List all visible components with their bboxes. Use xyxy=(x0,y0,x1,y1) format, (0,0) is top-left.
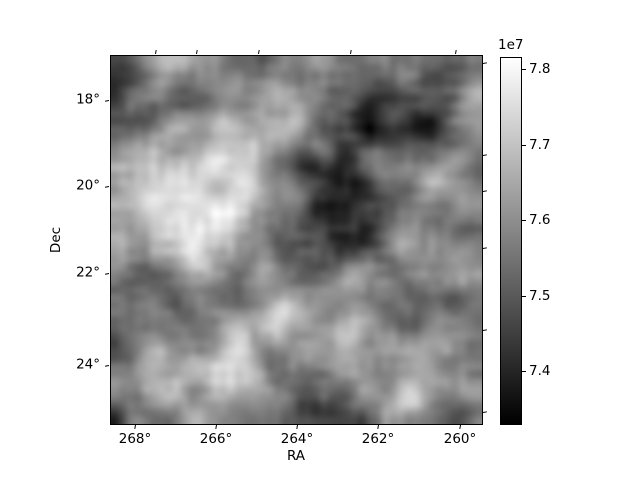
x-axis-tick xyxy=(215,424,218,430)
x-axis-tick xyxy=(296,424,299,430)
colorbar-tick xyxy=(522,69,526,71)
x-axis-tick xyxy=(459,424,462,430)
x-axis-tick xyxy=(134,424,137,430)
x-axis-tick-top xyxy=(350,49,352,55)
y-axis-tick-right xyxy=(482,329,488,332)
y-axis-tick-right xyxy=(482,247,488,250)
x-axis-ticklabel: 262° xyxy=(361,431,395,447)
x-axis-ticklabel: 266° xyxy=(199,431,233,447)
x-axis-tick xyxy=(377,424,380,430)
y-axis-tick xyxy=(104,100,110,102)
colorbar-ticklabel: 7.6 xyxy=(529,212,551,228)
y-axis-tick xyxy=(104,273,110,275)
colorbar-ticklabel: 7.4 xyxy=(529,363,551,379)
sky-map-axes[interactable] xyxy=(110,55,483,425)
y-axis-tick-right xyxy=(482,62,488,65)
sky-map-image xyxy=(111,56,482,424)
x-axis-ticklabel: 264° xyxy=(280,431,314,447)
colorbar-ticklabel: 7.5 xyxy=(529,288,551,304)
y-axis-tick-right xyxy=(482,411,488,414)
colorbar[interactable] xyxy=(500,57,522,425)
x-axis-tick-top xyxy=(258,49,260,55)
y-axis-ticklabel: 22° xyxy=(76,264,100,281)
colorbar-tick xyxy=(522,296,526,298)
colorbar-offset-text: 1e7 xyxy=(498,37,524,53)
x-axis-ticklabel: 260° xyxy=(443,431,477,447)
y-axis-ticklabel: 18° xyxy=(76,91,100,108)
y-axis-tick xyxy=(104,186,110,188)
x-axis-tick-top xyxy=(196,49,198,55)
y-axis-title: Dec xyxy=(48,226,64,254)
y-axis-tick xyxy=(104,365,110,367)
y-axis-tick-right xyxy=(482,154,488,157)
colorbar-tick xyxy=(522,220,526,222)
y-axis-ticklabel: 20° xyxy=(76,177,100,194)
x-axis-ticklabel: 268° xyxy=(118,431,152,447)
x-axis-tick-top xyxy=(455,49,457,55)
colorbar-tick xyxy=(522,371,526,373)
x-axis-tick-top xyxy=(155,49,157,55)
x-axis-title: RA xyxy=(286,448,306,464)
y-axis-ticklabel: 24° xyxy=(76,356,100,373)
colorbar-ticklabel: 7.8 xyxy=(529,61,551,77)
colorbar-ticklabel: 7.7 xyxy=(529,137,551,153)
y-axis-tick-right xyxy=(482,190,488,193)
colorbar-tick xyxy=(522,145,526,147)
